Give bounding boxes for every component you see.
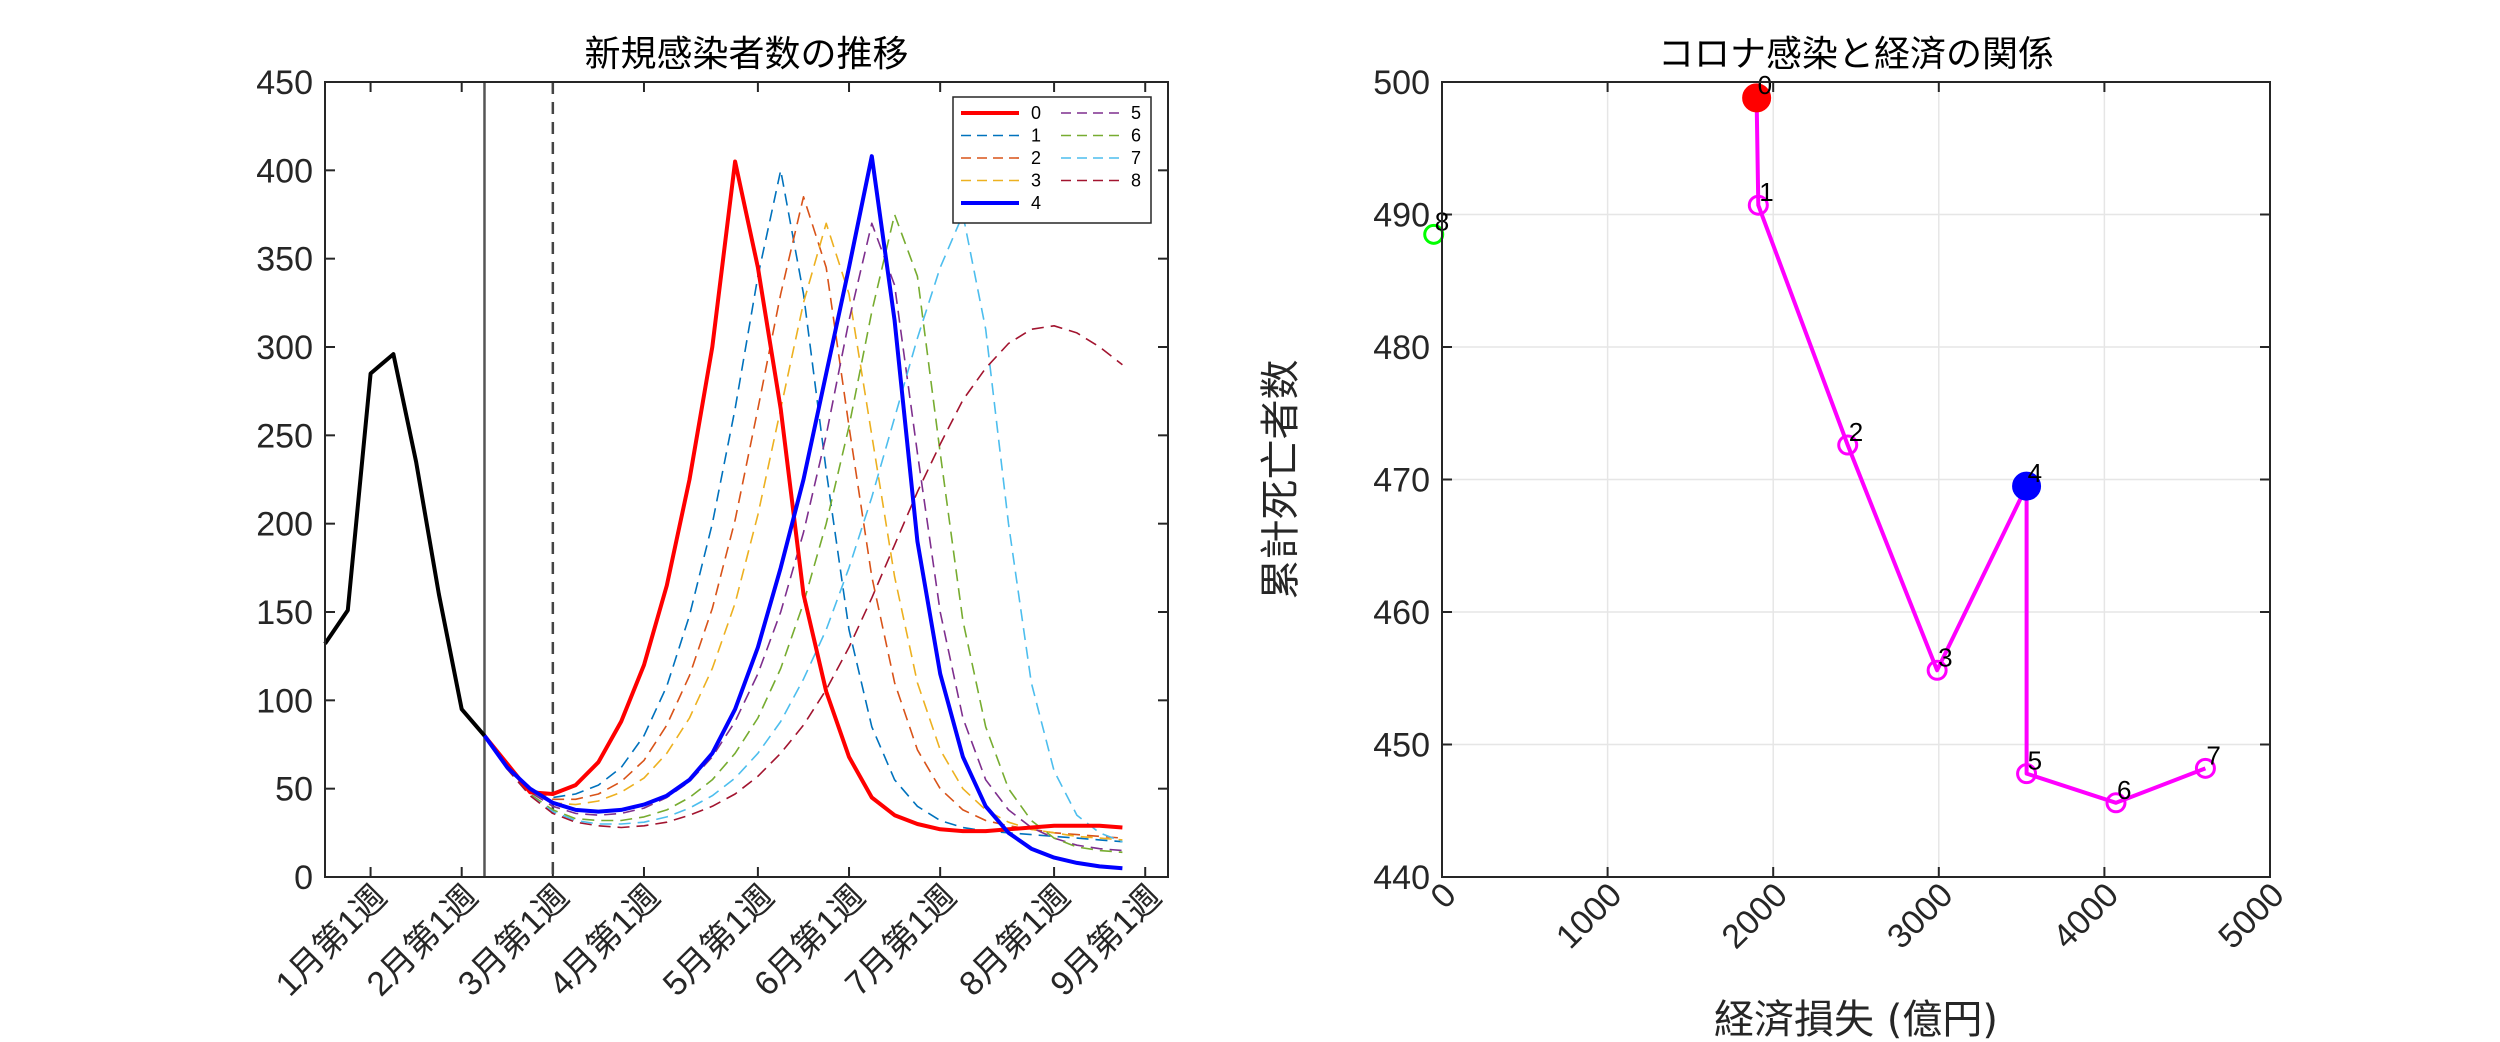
scenario-point-4	[2012, 471, 2042, 501]
legend-label-6: 6	[1131, 126, 1141, 146]
series-line-7	[483, 213, 1123, 843]
y-axis-label: 累計死亡者数	[1258, 360, 1304, 600]
legend-label-1: 1	[1031, 126, 1041, 146]
x-tick-label: 2000	[1715, 876, 1795, 956]
y-tick-label: 0	[294, 859, 313, 897]
point-label-5: 5	[2028, 746, 2042, 776]
series-line-5	[483, 222, 1123, 852]
series-line-8	[483, 324, 1123, 829]
scenario-point-2	[1837, 434, 1859, 456]
x-tick-label: 5000	[2211, 876, 2291, 956]
x-axis-label: 経済損失 (億円)	[1714, 997, 1998, 1042]
y-tick-label: 460	[1373, 594, 1430, 632]
scenario-path-line	[1754, 97, 2207, 805]
y-tick-label: 200	[256, 506, 313, 544]
series-line-3	[483, 222, 1123, 841]
axes-frame-1	[324, 81, 1169, 878]
axes-frame-2	[1441, 81, 2271, 878]
y-tick-label: 480	[1373, 329, 1430, 367]
legend-label-5: 5	[1131, 103, 1141, 123]
series-line-6	[483, 213, 1123, 854]
x-tick-label: 1000	[1549, 876, 1629, 956]
y-tick-label: 300	[256, 329, 313, 367]
y-tick-label: 50	[275, 771, 313, 809]
scenario-point-3	[1926, 659, 1948, 681]
historical-line	[323, 352, 487, 738]
y-tick-label: 250	[256, 417, 313, 455]
legend-label-7: 7	[1131, 148, 1141, 168]
chart-title-1: 新規感染者数の推移	[584, 34, 908, 75]
point-label-6: 6	[2117, 775, 2131, 805]
scenario-point-1	[1747, 194, 1769, 216]
scenario-point-0	[1742, 83, 1772, 113]
x-tick-label: 3000	[1880, 876, 1960, 956]
point-label-3: 3	[1938, 642, 1952, 672]
chart-title-2: コロナ感染と経済の関係	[1658, 34, 2054, 75]
weekly-infections-chart: 新規感染者数の推移0501001502002503003504004501月第1…	[256, 34, 1169, 1004]
y-tick-label: 470	[1373, 462, 1430, 500]
x-tick-label: 0	[1423, 876, 1463, 916]
series-line-0	[482, 159, 1123, 834]
legend-label-4: 4	[1031, 193, 1041, 213]
y-tick-label: 450	[1373, 727, 1430, 765]
point-label-0: 0	[1758, 70, 1772, 100]
y-tick-label: 450	[256, 64, 313, 102]
scenario-point-5	[2016, 763, 2038, 785]
x-tick-label: 4000	[2046, 876, 2126, 956]
legend-label-3: 3	[1031, 171, 1041, 191]
legend-label-2: 2	[1031, 148, 1041, 168]
point-label-1: 1	[1759, 177, 1773, 207]
point-label-2: 2	[1849, 417, 1863, 447]
y-tick-label: 440	[1373, 859, 1430, 897]
point-label-7: 7	[2206, 740, 2220, 770]
legend-label-8: 8	[1131, 171, 1141, 191]
scenario-point-7	[2194, 757, 2216, 779]
y-tick-label: 500	[1373, 64, 1430, 102]
y-tick-label: 100	[256, 682, 313, 720]
series-line-4	[482, 154, 1123, 871]
point-label-4: 4	[2028, 458, 2042, 488]
y-tick-label: 490	[1373, 197, 1430, 235]
y-tick-label: 400	[256, 152, 313, 190]
y-tick-label: 350	[256, 241, 313, 279]
legend-label-0: 0	[1031, 103, 1041, 123]
y-tick-label: 150	[256, 594, 313, 632]
scenario-point-6	[2105, 792, 2127, 814]
series-line-1	[483, 169, 1123, 843]
